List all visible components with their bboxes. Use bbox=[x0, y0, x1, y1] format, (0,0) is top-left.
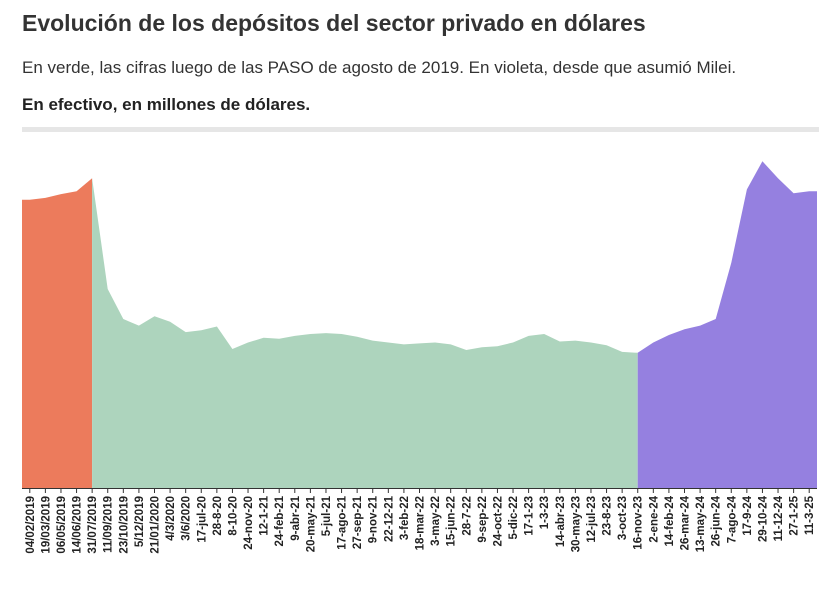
x-tick-label: 30-may-23 bbox=[570, 496, 582, 552]
x-tick-label: 29-10-24 bbox=[757, 495, 769, 542]
x-tick-label: 23/10/2019 bbox=[118, 496, 130, 554]
chart-title: Evolución de los depósitos del sector pr… bbox=[22, 10, 646, 36]
x-tick-label: 11-3-25 bbox=[804, 495, 816, 535]
x-tick-label: 3-oct-23 bbox=[617, 496, 629, 540]
x-tick-label: 3-feb-22 bbox=[399, 496, 411, 540]
chart-subtitle: En verde, las cifras luego de las PASO d… bbox=[22, 58, 737, 77]
x-tick-label: 7-ago-24 bbox=[726, 495, 738, 543]
x-tick-label: 3/6/2020 bbox=[181, 496, 193, 541]
area-post-paso bbox=[92, 178, 638, 488]
area-pre-paso bbox=[22, 178, 93, 488]
area-series-group bbox=[22, 161, 817, 489]
x-tick-label: 17-1-23 bbox=[524, 496, 536, 536]
x-tick-label: 8-10-20 bbox=[227, 496, 239, 536]
x-tick-label: 9-abr-21 bbox=[290, 495, 302, 540]
x-tick-label: 27-1-25 bbox=[789, 495, 801, 535]
x-tick-label: 24-feb-21 bbox=[274, 495, 286, 546]
x-tick-label: 2-ene-24 bbox=[648, 495, 660, 542]
x-tick-label: 19/03/2019 bbox=[40, 496, 52, 554]
x-tick-label: 26-jun-24 bbox=[711, 495, 723, 546]
x-tick-label: 9-sep-22 bbox=[477, 496, 489, 543]
x-tick-label: 06/05/2019 bbox=[56, 496, 68, 554]
x-tick-label: 24-nov-20 bbox=[243, 496, 255, 550]
x-tick-label: 9-nov-21 bbox=[368, 495, 380, 543]
x-tick-label: 15-jun-22 bbox=[446, 496, 458, 547]
x-tick-label: 5-jul-21 bbox=[321, 495, 333, 536]
x-tick-label: 5/12/2019 bbox=[134, 496, 146, 547]
x-tick-label: 23-8-23 bbox=[602, 496, 614, 536]
x-tick-label: 14/06/2019 bbox=[72, 496, 84, 554]
x-tick-label: 31/07/2019 bbox=[87, 496, 99, 554]
x-tick-label: 3-may-22 bbox=[430, 496, 442, 546]
header-divider bbox=[22, 127, 819, 132]
x-tick-label: 18-mar-22 bbox=[415, 496, 427, 550]
x-tick-label: 04/02/2019 bbox=[25, 496, 37, 554]
x-tick-label: 27-sep-21 bbox=[352, 495, 364, 549]
x-tick-label: 26-mar-24 bbox=[680, 495, 692, 550]
x-tick-label: 22-12-21 bbox=[383, 495, 395, 542]
x-tick-label: 17-9-24 bbox=[742, 495, 754, 535]
x-tick-label: 4/3/2020 bbox=[165, 496, 177, 541]
x-tick-label: 21/01/2020 bbox=[150, 496, 162, 554]
x-tick-label: 11-12-24 bbox=[773, 495, 785, 541]
x-tick-label: 1-3-23 bbox=[539, 496, 551, 529]
x-tick-label: 17-ago-21 bbox=[337, 495, 349, 549]
x-tick-label: 11/09/2019 bbox=[103, 496, 115, 553]
x-tick-label: 24-oct-22 bbox=[492, 496, 504, 547]
x-tick-label: 28-8-20 bbox=[212, 496, 224, 536]
x-tick-label: 5-dic-22 bbox=[508, 496, 520, 539]
x-tick-label: 12-1-21 bbox=[259, 495, 271, 535]
x-tick-label: 16-nov-23 bbox=[633, 496, 645, 550]
x-tick-label: 13-may-24 bbox=[695, 495, 707, 552]
x-tick-label: 20-may-21 bbox=[305, 495, 317, 552]
x-tick-label: 12-jul-23 bbox=[586, 496, 598, 543]
x-tick-label: 14-abr-23 bbox=[555, 496, 567, 547]
x-tick-label: 28-7-22 bbox=[461, 496, 473, 536]
x-axis: 04/02/2019 19/03/2019 06/05/2019 14/06/2019… bbox=[22, 488, 817, 554]
x-tick-label: 14-feb-24 bbox=[664, 495, 676, 546]
x-tick-label: 17-jul-20 bbox=[196, 496, 208, 543]
area-milei bbox=[637, 161, 817, 489]
unit-label: En efectivo, en millones de dólares. bbox=[22, 95, 311, 114]
